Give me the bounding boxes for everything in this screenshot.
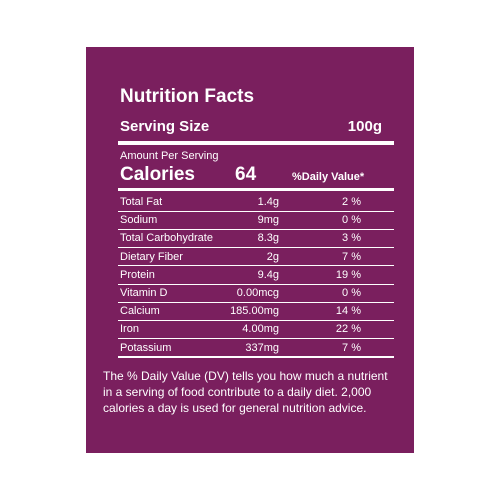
footnote-line: in a serving of food contribute to a dai…	[103, 385, 372, 399]
nutrient-row: Total Fat 1.4g 2 %	[118, 193, 394, 211]
nutrient-dv: 3 %	[342, 232, 361, 245]
divider	[118, 188, 394, 191]
row-divider	[118, 265, 394, 267]
nutrient-name: Calcium	[120, 305, 160, 318]
nutrient-dv: 14 %	[335, 305, 361, 318]
nutrient-row: Protein 9.4g 19 %	[118, 266, 394, 284]
nutrient-name: Sodium	[120, 214, 158, 227]
nutrient-name: Potassium	[120, 341, 172, 354]
footnote-line: The % Daily Value (DV) tells you how muc…	[103, 369, 388, 383]
row-divider	[118, 210, 394, 212]
nutrient-amount: 1.4g	[257, 196, 279, 208]
nutrient-name: Total Carbohydrate	[120, 232, 213, 245]
nutrient-name: Protein	[120, 268, 155, 281]
nutrient-amount: 9mg	[257, 214, 279, 227]
nutrient-name: Vitamin D	[120, 287, 168, 299]
dv-header: %Daily Value*	[292, 171, 365, 183]
nutrient-name: Iron	[120, 323, 139, 336]
nutrient-amount: 0.00mcg	[236, 287, 279, 299]
row-divider	[118, 338, 394, 340]
nutrient-row: Potassium 337mg 7 %	[118, 339, 394, 357]
nutrient-row: Total Carbohydrate 8.3g 3 %	[118, 229, 394, 247]
title: Nutrition Facts	[120, 86, 255, 107]
row-divider	[118, 319, 394, 321]
amount-label: Amount Per Serving	[120, 150, 219, 162]
nutrition-label: Nutrition Facts Serving Size 100g Amount…	[86, 47, 414, 453]
nutrient-amount: 8.3g	[257, 232, 279, 245]
nutrient-row: Sodium 9mg 0 %	[118, 211, 394, 229]
nutrient-dv: 7 %	[342, 341, 361, 354]
nutrient-dv: 0 %	[342, 287, 361, 299]
nutrient-row: Calcium 185.00mg 14 %	[118, 302, 394, 320]
nutrient-amount: 2g	[266, 250, 279, 263]
row-divider	[118, 283, 394, 285]
serving-label: Serving Size	[120, 118, 210, 135]
nutrient-name: Dietary Fiber	[120, 250, 183, 263]
nutrient-amount: 337mg	[245, 341, 279, 354]
nutrient-row: Iron 4.00mg 22 %	[118, 320, 394, 338]
nutrient-row: Vitamin D 0.00mcg 0 %	[118, 284, 394, 302]
row-divider	[118, 301, 394, 303]
serving-value: 100g	[347, 118, 382, 135]
divider	[118, 141, 394, 145]
calories-label: Calories	[120, 164, 195, 185]
nutrient-amount: 4.00mg	[242, 323, 279, 336]
calories-value: 64	[235, 164, 257, 185]
nutrient-amount: 9.4g	[257, 268, 279, 281]
nutrient-dv: 2 %	[342, 196, 361, 208]
nutrient-dv: 22 %	[335, 323, 361, 336]
nutrient-dv: 7 %	[342, 250, 361, 263]
row-divider	[118, 247, 394, 249]
nutrient-amount: 185.00mg	[230, 305, 279, 318]
nutrient-dv: 0 %	[342, 214, 361, 227]
row-divider	[118, 356, 394, 359]
nutrient-dv: 19 %	[335, 268, 361, 281]
nutrient-row: Dietary Fiber 2g 7 %	[118, 248, 394, 266]
nutrient-name: Total Fat	[120, 196, 163, 208]
footnote-line: calories a day is used for general nutri…	[103, 401, 367, 415]
row-divider	[118, 228, 394, 230]
